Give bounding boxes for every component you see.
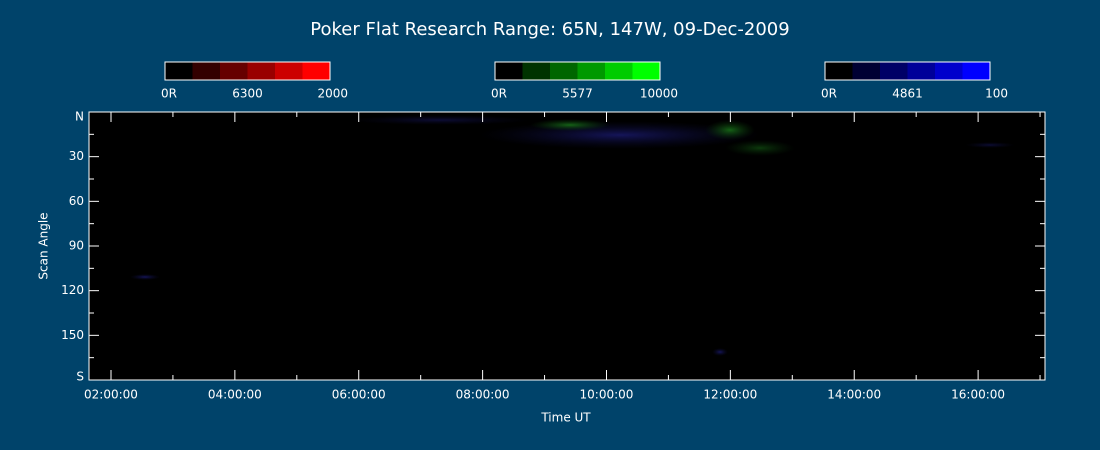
x-tick-label: 10:00:00 [580, 388, 634, 402]
colorbar-segment [605, 62, 633, 80]
colorbar-segment [880, 62, 908, 80]
colorbar-min: 0R [821, 87, 837, 101]
colorbar-segment [907, 62, 935, 80]
colorbar-segment [825, 62, 853, 80]
colorbar-name: 6300 [232, 87, 263, 101]
colorbar-max: 100 [985, 87, 1008, 101]
y-tick-label: S [76, 370, 84, 384]
y-tick-label: 150 [61, 328, 84, 342]
y-tick-label: 60 [69, 194, 84, 208]
x-axis-label: Time UT [540, 411, 591, 425]
x-tick-label: 04:00:00 [208, 388, 262, 402]
colorbar-segment [852, 62, 880, 80]
y-tick-label: 120 [61, 283, 84, 297]
colorbar-segment [577, 62, 605, 80]
emission [130, 115, 1015, 356]
colorbar-segment [495, 62, 523, 80]
colorbar-min: 0R [161, 87, 177, 101]
colorbar-segment [165, 62, 193, 80]
colorbar-max: 10000 [640, 87, 678, 101]
colorbar-segment [962, 62, 990, 80]
colorbar-name: 4861 [892, 87, 923, 101]
x-tick-label: 12:00:00 [703, 388, 757, 402]
x-tick-label: 02:00:00 [84, 388, 138, 402]
colorbar-segment [632, 62, 660, 80]
colorbar-segment [935, 62, 963, 80]
y-tick-label: 90 [69, 239, 84, 253]
y-axis-label: Scan Angle [37, 212, 51, 279]
colorbar-segment [302, 62, 330, 80]
colorbar-segment [220, 62, 248, 80]
plot-area [89, 112, 1045, 380]
x-tick-label: 14:00:00 [827, 388, 881, 402]
colorbar-segment [192, 62, 220, 80]
colorbar-segment [522, 62, 550, 80]
x-tick-label: 16:00:00 [951, 388, 1005, 402]
x-tick-label: 06:00:00 [332, 388, 386, 402]
colorbar-segment [275, 62, 303, 80]
colorbar-name: 5577 [562, 87, 593, 101]
colorbar-frame [164, 61, 331, 81]
y-tick-label: N [75, 110, 84, 124]
colorbar-segment [247, 62, 275, 80]
colorbar-frame [494, 61, 661, 81]
colorbar-max: 2000 [317, 87, 348, 101]
colorbar-frame [824, 61, 991, 81]
colorbar-min: 0R [491, 87, 507, 101]
chart-title: Poker Flat Research Range: 65N, 147W, 09… [310, 19, 789, 40]
x-tick-label: 08:00:00 [456, 388, 510, 402]
y-tick-label: 30 [69, 149, 84, 163]
colorbar-segment [550, 62, 578, 80]
